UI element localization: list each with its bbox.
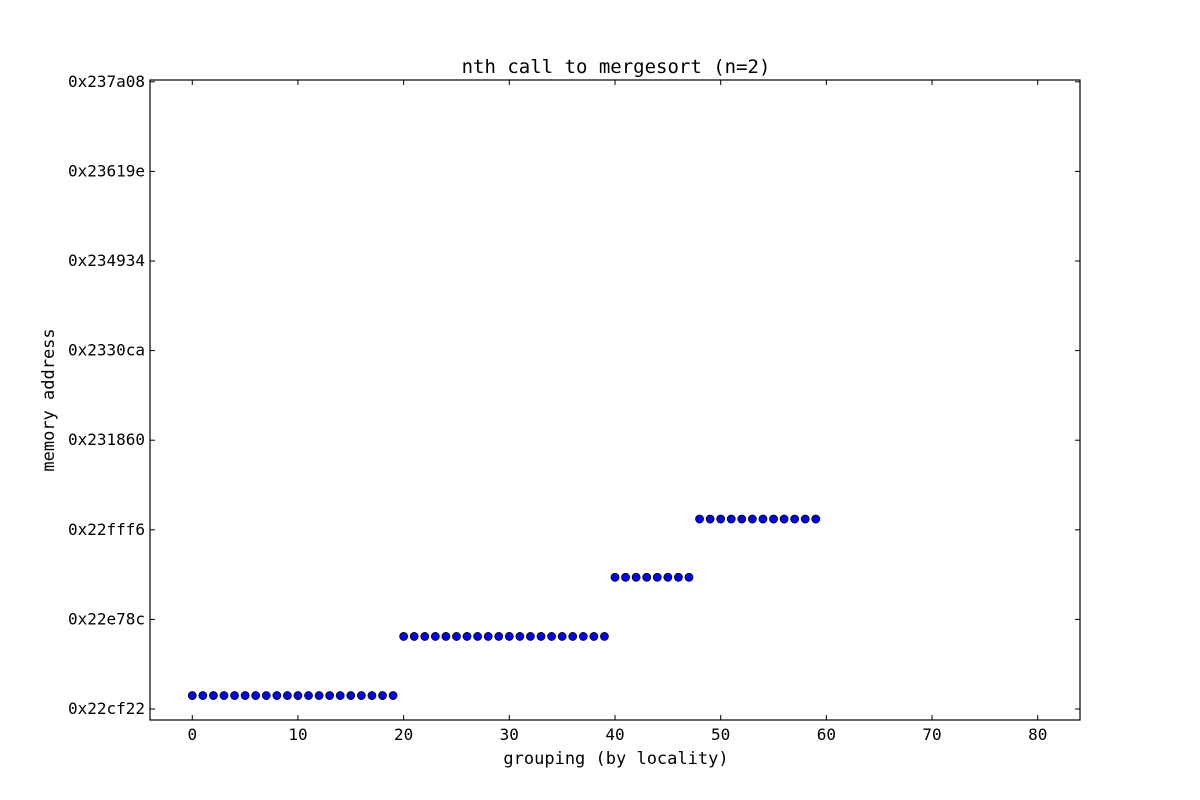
data-point (642, 572, 652, 582)
data-point (198, 691, 208, 700)
data-point (790, 514, 800, 524)
x-tick-label: 40 (605, 725, 624, 744)
y-tick-label: 0x23619e (68, 161, 145, 180)
data-point (240, 691, 250, 700)
x-tick-label: 60 (817, 725, 836, 744)
data-point (462, 632, 472, 641)
data-point (600, 632, 609, 641)
data-point (716, 514, 726, 524)
data-point (230, 691, 239, 700)
data-point (219, 691, 229, 700)
x-tick-label: 20 (394, 725, 413, 744)
x-tick-label: 80 (1028, 725, 1047, 744)
data-point (705, 514, 715, 524)
data-point (737, 514, 747, 524)
x-axis: 0 10 20 30 40 50 60 70 80 (187, 80, 1047, 744)
data-point (568, 632, 578, 641)
data-point (726, 514, 736, 524)
data-point (346, 691, 356, 700)
y-axis-label: memory address (39, 328, 59, 471)
chart-title: nth call to mergesort (n=2) (462, 56, 771, 78)
data-point (589, 632, 599, 641)
data-point (187, 691, 197, 700)
data-point (663, 572, 673, 582)
data-point (261, 691, 271, 700)
data-point (758, 514, 768, 524)
data-point (811, 514, 821, 524)
x-tick-label: 70 (922, 725, 941, 744)
data-point (557, 632, 567, 641)
data-point (378, 691, 387, 700)
data-points (187, 514, 821, 700)
data-point (293, 691, 303, 700)
data-point (504, 632, 514, 641)
data-point (473, 632, 483, 641)
data-point (547, 632, 556, 641)
data-point (420, 632, 430, 641)
data-point (621, 572, 630, 582)
data-point (695, 514, 704, 524)
data-point (304, 691, 313, 700)
data-point (430, 632, 440, 641)
y-tick-label: 0x2330ca (68, 341, 145, 360)
data-point (335, 691, 345, 700)
data-point (526, 632, 535, 641)
data-point (409, 632, 419, 641)
data-point (251, 691, 261, 700)
y-axis: 0x22cf22 0x22e78c 0x22fff6 0x231860 0x2330ca… (68, 72, 1080, 718)
data-point (452, 632, 461, 641)
y-tick-label: 0x237a08 (68, 72, 145, 91)
data-point (325, 691, 335, 700)
data-point (747, 514, 757, 524)
x-tick-label: 30 (500, 725, 519, 744)
data-point (209, 691, 218, 700)
data-point (578, 632, 588, 641)
data-point (779, 514, 789, 524)
y-tick-label: 0x234934 (68, 251, 145, 270)
data-point (367, 691, 377, 700)
data-point (399, 632, 409, 641)
data-point (800, 514, 810, 524)
data-point (272, 691, 282, 700)
y-tick-label: 0x22cf22 (68, 699, 145, 718)
data-point (483, 632, 493, 641)
data-point (356, 691, 366, 700)
y-tick-label: 0x22fff6 (68, 520, 145, 539)
data-point (769, 514, 778, 524)
data-point (388, 691, 398, 700)
data-point (684, 572, 694, 582)
data-point (441, 632, 451, 641)
x-axis-label: grouping (by locality) (503, 749, 728, 769)
data-point (674, 572, 683, 582)
data-point (631, 572, 641, 582)
data-point (652, 572, 662, 582)
data-point (610, 572, 620, 582)
data-point (282, 691, 292, 700)
plot-frame (149, 79, 1081, 721)
data-point (536, 632, 546, 641)
y-tick-label: 0x22e78c (68, 609, 145, 628)
x-tick-label: 10 (288, 725, 307, 744)
y-tick-label: 0x231860 (68, 430, 145, 449)
x-tick-label: 0 (187, 725, 197, 744)
data-point (515, 632, 525, 641)
data-point (314, 691, 324, 700)
data-point (494, 632, 504, 641)
x-tick-label: 50 (711, 725, 730, 744)
